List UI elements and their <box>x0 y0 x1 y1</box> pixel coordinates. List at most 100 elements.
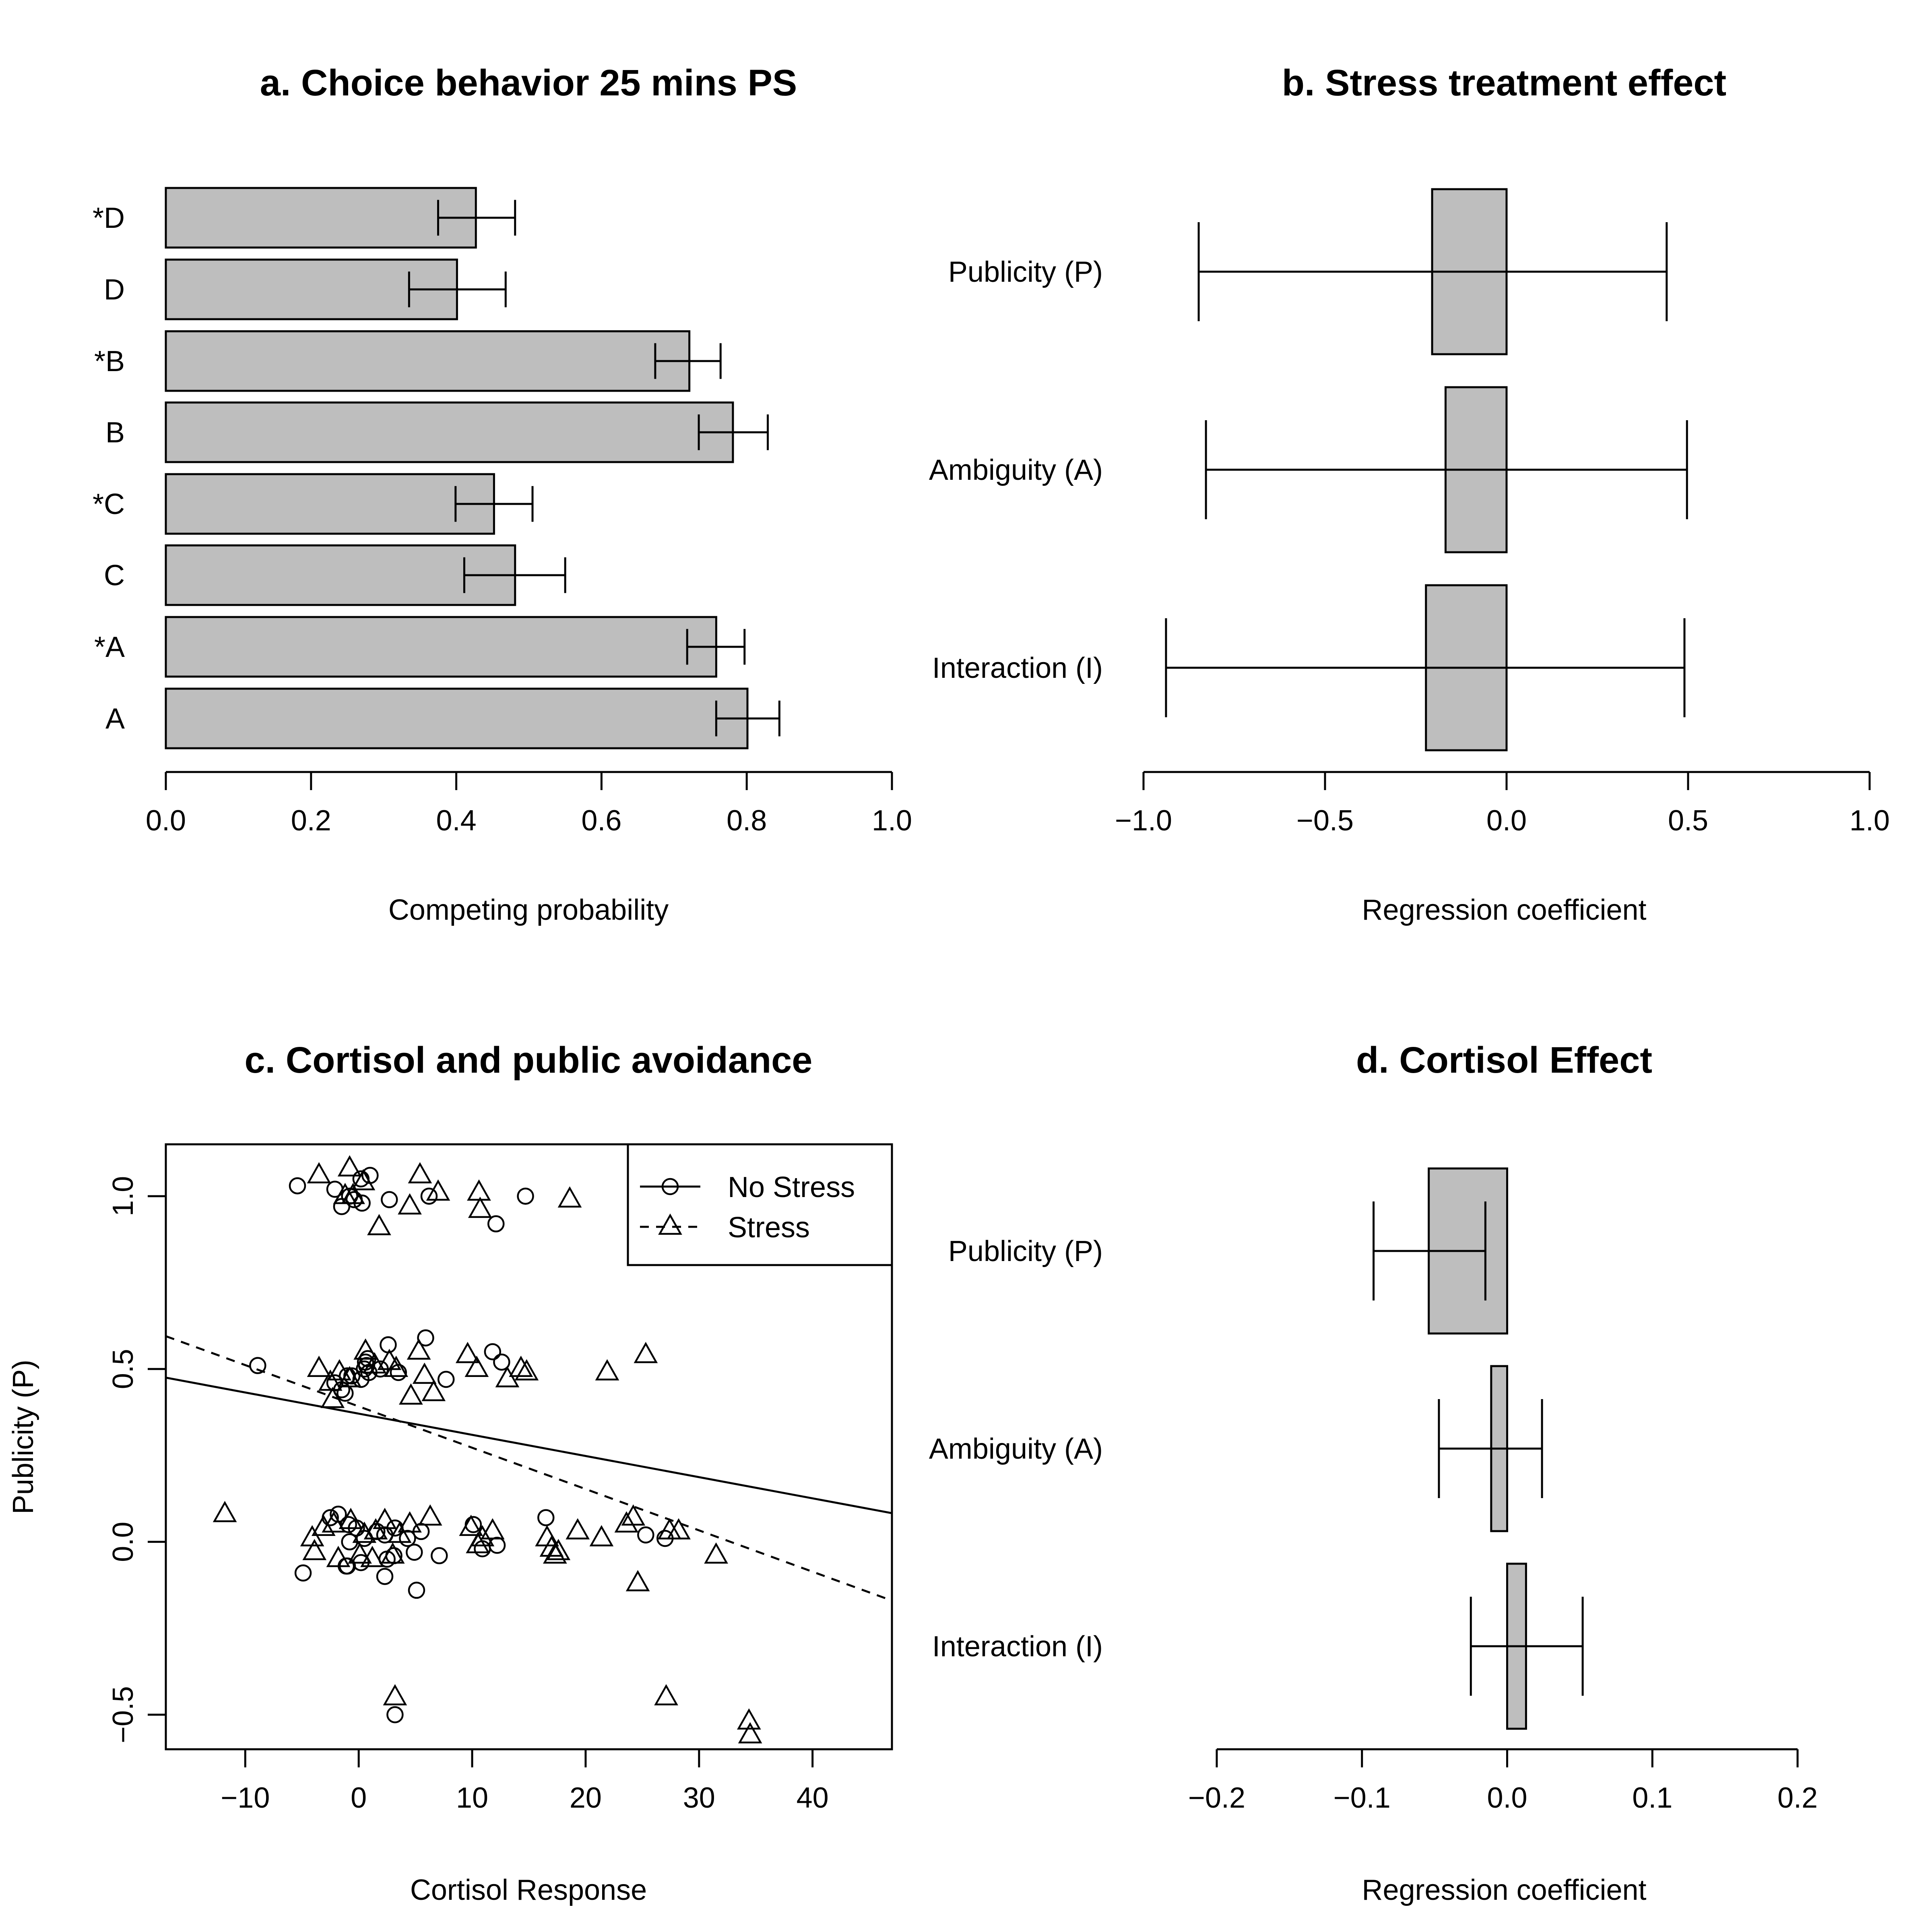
panel-c-x-tick-label-6: 40 <box>797 1782 829 1814</box>
panel-b-x-label: Regression coefficient <box>1362 894 1646 926</box>
panel-d-title: d. Cortisol Effect <box>1356 1040 1652 1081</box>
panel-c-point-2-48 <box>566 1518 590 1540</box>
panel-c-point-2-58 <box>380 1542 405 1564</box>
panel-c-point-2-53 <box>667 1518 691 1540</box>
panel-c-point-2-61 <box>543 1542 567 1564</box>
panel-b-error-bar-1 <box>1197 222 1668 321</box>
panel-c-point-1-18 <box>437 1371 455 1388</box>
panel-d-tick-label-5: 0.2 <box>1777 1782 1818 1814</box>
panel-c-point-1-48 <box>294 1564 312 1582</box>
panel-c-legend: No Stress Stress <box>627 1143 893 1266</box>
panel-b-x-axis: −1.0 −0.5 0.0 0.5 1.0 <box>1115 771 1890 837</box>
panel-c-point-2-27 <box>514 1359 539 1381</box>
panel-a-bar-5 <box>165 473 495 535</box>
panel-c-x-tick-label-4: 20 <box>570 1782 602 1814</box>
panel-c-point-2-16 <box>337 1366 362 1387</box>
panel-c-point-2-50 <box>614 1511 639 1533</box>
panel-a-error-bar-4 <box>698 414 769 450</box>
panel-c-point-1-45 <box>637 1526 654 1544</box>
panel-b-category-label-2: Ambiguity (A) <box>929 454 1103 486</box>
panel-c-point-1-7 <box>420 1187 438 1205</box>
panel-c-point-2-55 <box>326 1546 351 1567</box>
panel-c-point-2-18 <box>362 1352 387 1374</box>
panel-a-bars: *D D *B B *C C *A A <box>93 187 780 749</box>
panel-c-y-label: Publicity (P) <box>7 1360 39 1514</box>
panel-c-point-2-56 <box>348 1542 372 1564</box>
panel-c-point-1-44 <box>537 1509 555 1526</box>
panel-c-legend-marker-1 <box>661 1178 679 1195</box>
panel-a-bar-6 <box>165 544 516 606</box>
panel-c-point-2-15 <box>327 1359 352 1381</box>
panel-c-x-tick-label-3: 10 <box>456 1782 488 1814</box>
panel-a-error-bar-5 <box>454 486 534 522</box>
panel-c-point-2-13 <box>307 1356 331 1377</box>
panel-c-point-1-54 <box>431 1547 448 1565</box>
panel-a-tick-label-1: 0.0 <box>146 805 186 837</box>
panel-c-x-tick-label-5: 30 <box>683 1782 715 1814</box>
panel-c-point-1-15 <box>380 1336 397 1354</box>
panel-b: b. Stress treatment effect Publicity (P)… <box>929 62 1890 926</box>
panel-c-point-1-17 <box>417 1329 434 1347</box>
panel-a-category-label-4: B <box>105 417 125 449</box>
panel-c-point-1-5 <box>361 1167 379 1184</box>
panel-a-x-axis: 0.0 0.2 0.4 0.6 0.8 1.0 <box>146 771 912 837</box>
panel-b-error-bar-3 <box>1165 618 1686 717</box>
panel-c-point-2-35 <box>311 1515 336 1536</box>
panel-c-point-1-57 <box>376 1568 394 1585</box>
panel-a-error-bar-6 <box>463 557 566 593</box>
panel-c-point-1-8 <box>517 1187 534 1205</box>
panel-c-point-2-29 <box>634 1342 658 1363</box>
panel-c-x-tick-label-1: −10 <box>221 1782 270 1814</box>
panel-c-point-1-59 <box>386 1706 404 1724</box>
panel-a-error-bar-7 <box>686 629 746 665</box>
panel-c-point-2-2 <box>337 1155 362 1177</box>
panel-c-point-2-23 <box>455 1342 480 1363</box>
panel-c-point-2-34 <box>300 1525 324 1546</box>
panel-c-point-1-53 <box>406 1544 423 1561</box>
panel-c-point-2-65 <box>383 1684 407 1705</box>
panel-c-point-1-24 <box>356 1360 373 1378</box>
panel-c-y-tick-label-2: 0.0 <box>107 1522 139 1562</box>
panel-c-point-2-42 <box>398 1511 422 1533</box>
panel-d-error-bar-3 <box>1470 1597 1584 1696</box>
panel-c-point-1-20 <box>493 1353 510 1371</box>
panel-c-point-2-20 <box>384 1356 409 1377</box>
panel-a-bar-1 <box>165 187 477 249</box>
panel-c-plot-area: −10 0 10 20 30 40 −0.5 0.0 0.5 1.0 No Stress Stress <box>107 1143 893 1814</box>
panel-a-bar-4 <box>165 401 734 463</box>
panel-c-point-2-51 <box>621 1504 646 1526</box>
panel-c-point-1-25 <box>249 1357 266 1374</box>
panel-a-category-label-3: *B <box>94 345 125 378</box>
panel-c: c. Cortisol and public avoidance −10 0 10 2… <box>7 1040 893 1906</box>
panel-c-point-1-9 <box>487 1215 505 1232</box>
panel-d: d. Cortisol Effect Publicity (P) Ambiguit… <box>929 1040 1818 1906</box>
panel-c-point-2-7 <box>398 1193 422 1215</box>
panel-b-title: b. Stress treatment effect <box>1282 62 1726 103</box>
panel-c-point-2-37 <box>339 1508 363 1529</box>
panel-c-point-2-1 <box>307 1162 331 1184</box>
panel-a-error-bar-8 <box>715 700 780 737</box>
panel-c-point-2-62 <box>546 1539 571 1560</box>
panel-c-point-2-11 <box>468 1197 492 1218</box>
panel-d-tick-label-1: −0.2 <box>1188 1782 1245 1814</box>
panel-a-tick-label-4: 0.6 <box>581 805 621 837</box>
panel-c-point-2-25 <box>495 1366 520 1387</box>
panel-c-point-1-6 <box>381 1191 398 1208</box>
panel-c-point-1-16 <box>390 1364 407 1381</box>
panel-c-title: c. Cortisol and public avoidance <box>245 1040 813 1081</box>
panel-c-point-2-66 <box>654 1684 678 1705</box>
panel-a-category-label-2: D <box>104 274 125 306</box>
panel-c-legend-marker-2 <box>658 1213 682 1235</box>
panel-c-point-2-38 <box>352 1521 377 1543</box>
panel-b-tick-label-2: −0.5 <box>1296 805 1354 837</box>
panel-d-tick-label-3: 0.0 <box>1487 1782 1527 1814</box>
panel-c-point-2-49 <box>589 1525 614 1546</box>
panel-c-point-2-36 <box>322 1511 346 1533</box>
panel-a-tick-label-2: 0.2 <box>291 805 331 837</box>
panel-c-point-2-17 <box>353 1338 378 1360</box>
panel-c-point-2-39 <box>363 1518 388 1540</box>
panel-c-point-2-21 <box>407 1338 431 1360</box>
panel-c-legend-box <box>627 1143 893 1266</box>
panel-c-x-label: Cortisol Response <box>410 1874 647 1906</box>
